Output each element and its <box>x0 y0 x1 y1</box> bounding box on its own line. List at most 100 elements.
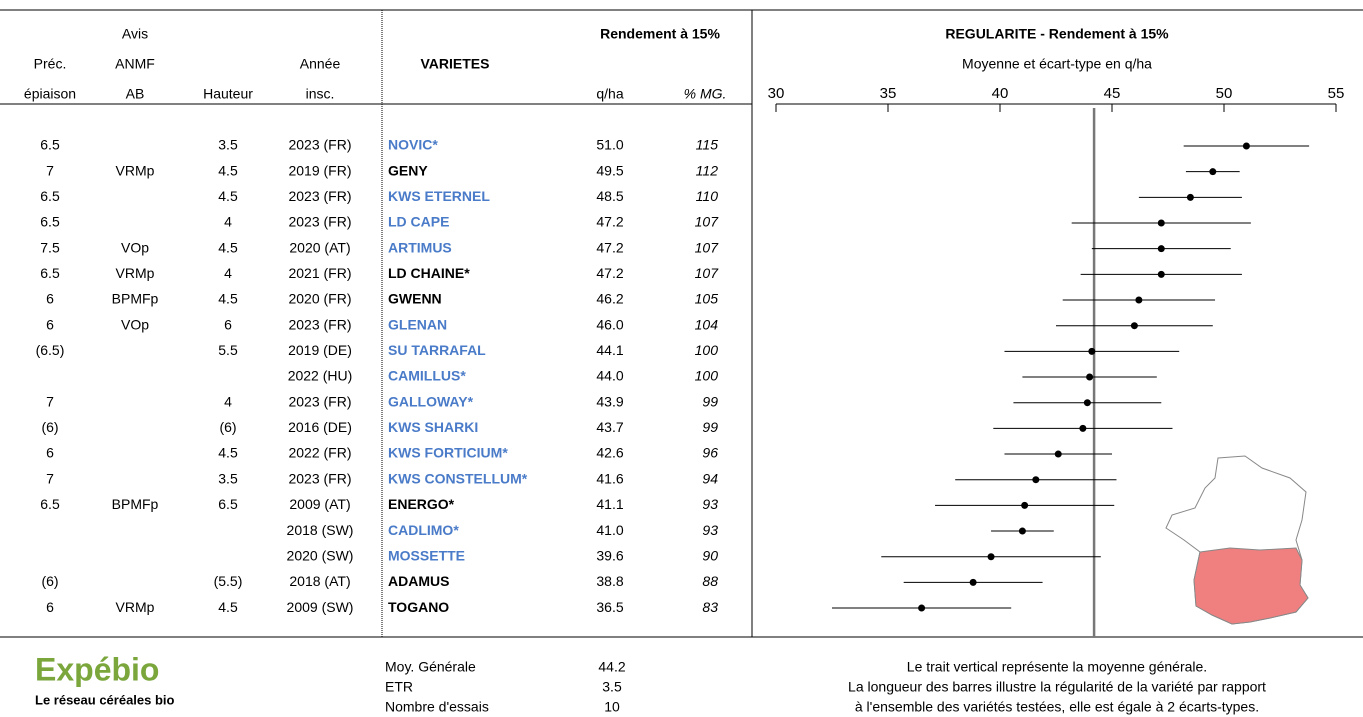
prec: 6.5 <box>40 496 60 512</box>
prec: 6.5 <box>40 137 60 153</box>
tagline: Le réseau céréales bio <box>35 692 175 707</box>
variety: LD CHAINE* <box>388 265 470 281</box>
stat-label: ETR <box>385 679 413 695</box>
pct-mg: 107 <box>695 265 720 281</box>
prec: 6.5 <box>40 188 60 204</box>
annee: 2023 (FR) <box>288 188 351 204</box>
text: ANMF <box>115 56 155 72</box>
mean-dot <box>1032 476 1040 484</box>
yield: 38.8 <box>596 573 623 589</box>
annee: 2022 (FR) <box>288 445 351 461</box>
mean-dot <box>1186 193 1194 201</box>
anmf: VRMp <box>116 599 155 615</box>
anmf: BPMFp <box>112 496 159 512</box>
text: Hauteur <box>203 86 253 102</box>
prec: (6) <box>41 573 58 589</box>
hauteur: 4.5 <box>218 188 238 204</box>
annee: 2019 (FR) <box>288 162 351 178</box>
variety: LD CAPE <box>388 214 449 230</box>
pct-mg: 107 <box>695 239 720 255</box>
hauteur: 3.5 <box>218 137 238 153</box>
annee: 2019 (DE) <box>288 342 352 358</box>
mean-dot <box>1079 424 1087 432</box>
yield: 48.5 <box>596 188 623 204</box>
pct-mg: 94 <box>702 470 718 486</box>
mean-dot <box>1086 373 1094 381</box>
stat-label: Nombre d'essais <box>385 699 489 715</box>
text: Année <box>300 56 341 72</box>
mean-dot <box>1083 399 1091 407</box>
hauteur: 6.5 <box>218 496 238 512</box>
text: insc. <box>306 86 335 102</box>
prec: (6) <box>41 419 58 435</box>
pct-mg: 83 <box>702 599 718 615</box>
hauteur: (6) <box>219 419 236 435</box>
hauteur: 4 <box>224 393 232 409</box>
yield: 43.7 <box>596 419 623 435</box>
variety: MOSSETTE <box>388 547 465 563</box>
annee: 2020 (AT) <box>289 239 350 255</box>
yield: 47.2 <box>596 239 623 255</box>
yield: 39.6 <box>596 547 623 563</box>
variety: KWS ETERNEL <box>388 188 490 204</box>
variety: TOGANO <box>388 599 449 615</box>
pct-mg: 104 <box>695 316 719 332</box>
variety: ADAMUS <box>388 573 449 589</box>
hauteur: 4.5 <box>218 162 238 178</box>
pct-mg: 90 <box>702 547 718 563</box>
variety: ENERGO* <box>388 496 455 512</box>
variety: GLENAN <box>388 316 447 332</box>
prec: 7 <box>46 162 54 178</box>
yield: 46.0 <box>596 316 623 332</box>
yield: 41.6 <box>596 470 623 486</box>
yield: 43.9 <box>596 393 623 409</box>
pct-mg: 93 <box>702 496 718 512</box>
x-tick-label: 45 <box>1104 85 1121 102</box>
variety: KWS FORTICIUM* <box>388 445 508 461</box>
stat-value: 10 <box>604 699 620 715</box>
hauteur: 5.5 <box>218 342 238 358</box>
pct-mg: 115 <box>696 137 719 153</box>
logo: Expébio <box>35 651 159 687</box>
anmf: VRMp <box>116 162 155 178</box>
prec: 6 <box>46 291 54 307</box>
annee: 2023 (FR) <box>288 316 351 332</box>
yield: 36.5 <box>596 599 623 615</box>
france-map <box>1165 455 1309 625</box>
hauteur: 6 <box>224 316 232 332</box>
yield: 42.6 <box>596 445 623 461</box>
text: AB <box>126 86 145 102</box>
mean-dot <box>918 604 926 612</box>
yield: 49.5 <box>596 162 623 178</box>
pct-mg: 88 <box>702 573 718 589</box>
note: La longueur des barres illustre la régul… <box>848 679 1266 695</box>
mean-dot <box>1130 322 1138 330</box>
yield: 46.2 <box>596 291 623 307</box>
yield: 41.0 <box>596 522 623 538</box>
mean-dot <box>1018 527 1026 535</box>
prec: 7.5 <box>40 239 60 255</box>
hauteur: 4.5 <box>218 239 238 255</box>
mean-dot <box>1157 245 1165 253</box>
mean-dot <box>1021 501 1029 509</box>
variety: ARTIMUS <box>388 239 452 255</box>
annee: 2022 (HU) <box>288 368 353 384</box>
hauteur: 4.5 <box>218 445 238 461</box>
note: Le trait vertical représente la moyenne … <box>907 659 1207 675</box>
x-tick-label: 40 <box>992 85 1009 102</box>
yield: 41.1 <box>596 496 623 512</box>
pct-mg: 93 <box>702 522 718 538</box>
mean-dot <box>1157 270 1165 278</box>
pct-mg: 99 <box>702 393 718 409</box>
variety: KWS CONSTELLUM* <box>388 470 528 486</box>
variety: CAMILLUS* <box>388 368 466 384</box>
yield: 44.0 <box>596 368 623 384</box>
pct-mg: 112 <box>696 162 719 178</box>
prec: (6.5) <box>36 342 65 358</box>
text: Rendement à 15% <box>600 26 720 42</box>
hauteur: (5.5) <box>214 573 243 589</box>
anmf: VOp <box>121 316 149 332</box>
annee: 2020 (FR) <box>288 291 351 307</box>
annee: 2023 (FR) <box>288 470 351 486</box>
